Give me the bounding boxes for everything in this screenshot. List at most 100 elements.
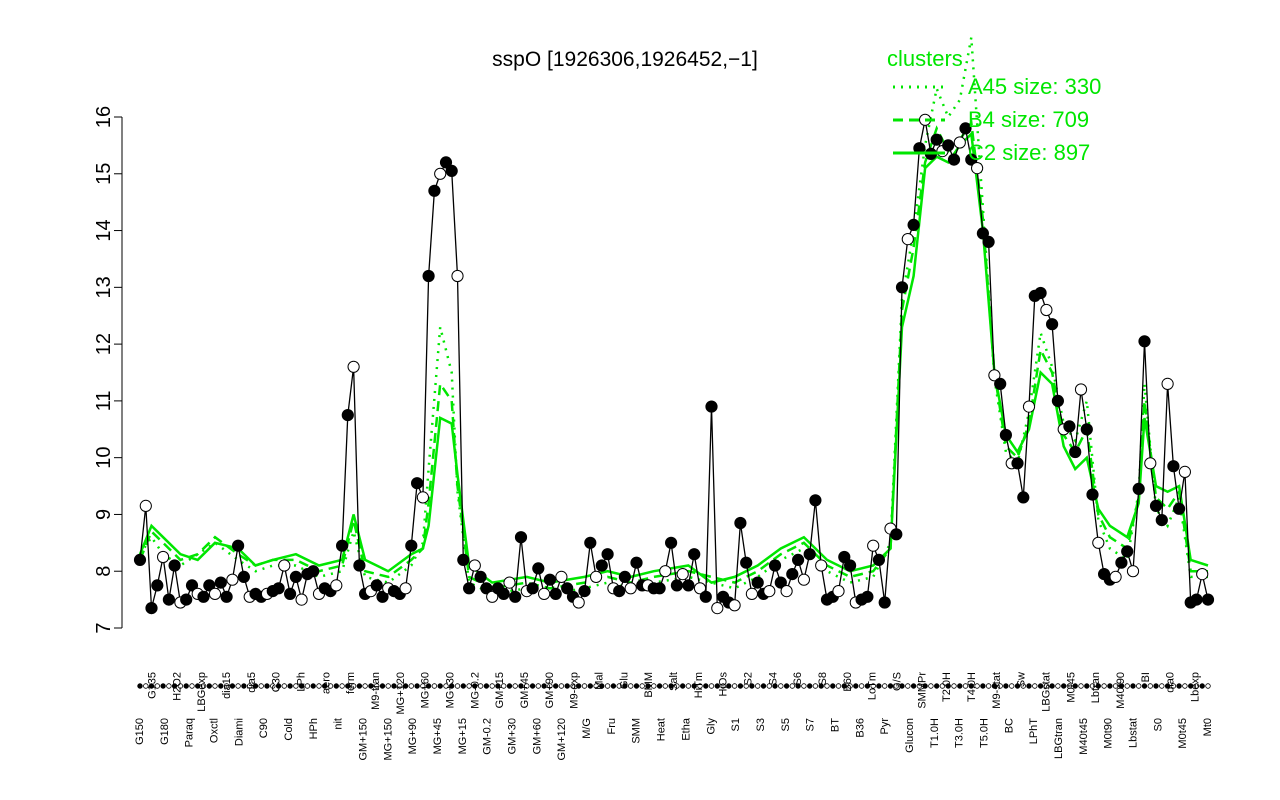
data-point bbox=[1046, 318, 1059, 331]
data-point bbox=[1051, 394, 1065, 407]
x-status-dot bbox=[703, 683, 709, 689]
x-status-dot bbox=[1107, 683, 1113, 689]
x-status-dot bbox=[910, 683, 917, 689]
x-status-dot bbox=[431, 683, 438, 689]
x-tick-label: LBGtran bbox=[1053, 718, 1065, 759]
data-point bbox=[665, 536, 678, 549]
data-point bbox=[289, 570, 302, 584]
data-point bbox=[838, 550, 851, 564]
x-tick-label: HPh bbox=[308, 718, 320, 739]
profile-layer bbox=[133, 113, 1215, 615]
data-point bbox=[895, 281, 909, 294]
data-point bbox=[745, 587, 759, 601]
x-status-dot bbox=[864, 683, 871, 689]
x-status-dot bbox=[425, 683, 432, 689]
data-point bbox=[613, 585, 626, 598]
data-point bbox=[682, 579, 695, 592]
x-tick-label: G/S bbox=[892, 672, 904, 691]
x-tick-label: HiOs bbox=[718, 672, 730, 697]
profile-line bbox=[139, 119, 1209, 609]
y-axis-ticks: 7 8 9 10 11 12 13 14 15 16 bbox=[93, 106, 122, 634]
x-status-dot bbox=[1118, 683, 1125, 689]
data-point bbox=[555, 570, 568, 584]
data-point bbox=[185, 579, 199, 592]
x-status-dot bbox=[1101, 683, 1107, 689]
data-point bbox=[226, 573, 239, 586]
data-point bbox=[676, 568, 689, 581]
x-status-dot bbox=[1066, 683, 1073, 689]
x-tick-label: LBGstat bbox=[1041, 672, 1053, 712]
data-point bbox=[1022, 400, 1036, 413]
x-tick-label: T4.0H bbox=[966, 672, 978, 702]
data-point bbox=[497, 587, 510, 601]
x-status-dot bbox=[1026, 683, 1032, 689]
x-tick-label: T2.0H bbox=[941, 672, 953, 702]
x-status-dot bbox=[454, 683, 461, 689]
data-point bbox=[711, 602, 724, 615]
x-status-dot bbox=[501, 683, 507, 689]
x-status-dot bbox=[1020, 683, 1026, 689]
x-status-dot bbox=[281, 683, 287, 689]
data-point bbox=[780, 585, 793, 598]
x-tick-label: Pyr bbox=[879, 718, 891, 735]
x-status-dot bbox=[1049, 683, 1055, 689]
x-status-dot bbox=[166, 683, 172, 689]
data-point bbox=[514, 531, 528, 544]
x-tick-label: GM+60 bbox=[531, 718, 543, 754]
x-status-dot bbox=[882, 683, 888, 689]
x-status-dot bbox=[524, 683, 530, 689]
x-status-dot bbox=[472, 683, 478, 689]
x-status-dot bbox=[651, 683, 657, 689]
x-status-dot bbox=[772, 683, 778, 689]
x-status-dot bbox=[466, 683, 472, 689]
data-point bbox=[1173, 502, 1186, 515]
data-point bbox=[157, 550, 170, 564]
data-point bbox=[971, 162, 984, 175]
x-status-dot bbox=[928, 683, 934, 689]
x-status-dot bbox=[858, 683, 865, 689]
x-status-dot bbox=[1164, 683, 1171, 689]
data-point bbox=[208, 587, 222, 601]
x-status-dot bbox=[558, 683, 565, 689]
x-status-dot bbox=[633, 683, 640, 689]
x-tick-label: Salt bbox=[668, 672, 680, 691]
x-status-dot bbox=[824, 683, 830, 689]
x-status-dot bbox=[264, 683, 270, 689]
x-status-dot bbox=[997, 683, 1003, 689]
x-status-dot bbox=[298, 683, 305, 689]
data-point bbox=[1155, 514, 1168, 527]
x-status-dot bbox=[206, 683, 212, 689]
x-tick-label: M9-exp bbox=[569, 672, 581, 709]
data-point bbox=[1149, 499, 1163, 512]
data-point bbox=[451, 269, 464, 283]
x-status-dot bbox=[477, 683, 484, 689]
data-point bbox=[168, 559, 181, 572]
x-status-dot bbox=[177, 683, 184, 689]
data-point bbox=[734, 516, 747, 530]
data-point bbox=[180, 593, 193, 606]
data-point bbox=[1144, 457, 1157, 470]
x-status-dot bbox=[137, 683, 143, 689]
x-tick-label: LPhT bbox=[1028, 718, 1040, 745]
x-status-dot bbox=[293, 683, 299, 689]
data-point bbox=[1109, 570, 1122, 584]
x-status-dot bbox=[1176, 683, 1182, 689]
x-status-dot bbox=[853, 683, 859, 689]
data-point bbox=[411, 477, 424, 490]
x-tick-label: C30 bbox=[271, 672, 283, 692]
x-status-dot bbox=[212, 683, 218, 689]
x-status-dot bbox=[1124, 683, 1130, 689]
data-point bbox=[162, 593, 175, 606]
data-point bbox=[1126, 565, 1140, 578]
data-point bbox=[197, 590, 210, 603]
x-status-dot bbox=[841, 683, 847, 689]
x-status-dot bbox=[726, 683, 732, 689]
data-point bbox=[688, 548, 701, 561]
x-tick-label: LBGexp bbox=[196, 672, 208, 712]
x-status-dot bbox=[685, 683, 692, 689]
x-tick-label: dia0 bbox=[1165, 672, 1177, 693]
x-tick-label: C90 bbox=[258, 718, 270, 738]
data-point bbox=[203, 579, 216, 592]
data-point bbox=[659, 565, 672, 578]
data-point bbox=[601, 548, 614, 561]
